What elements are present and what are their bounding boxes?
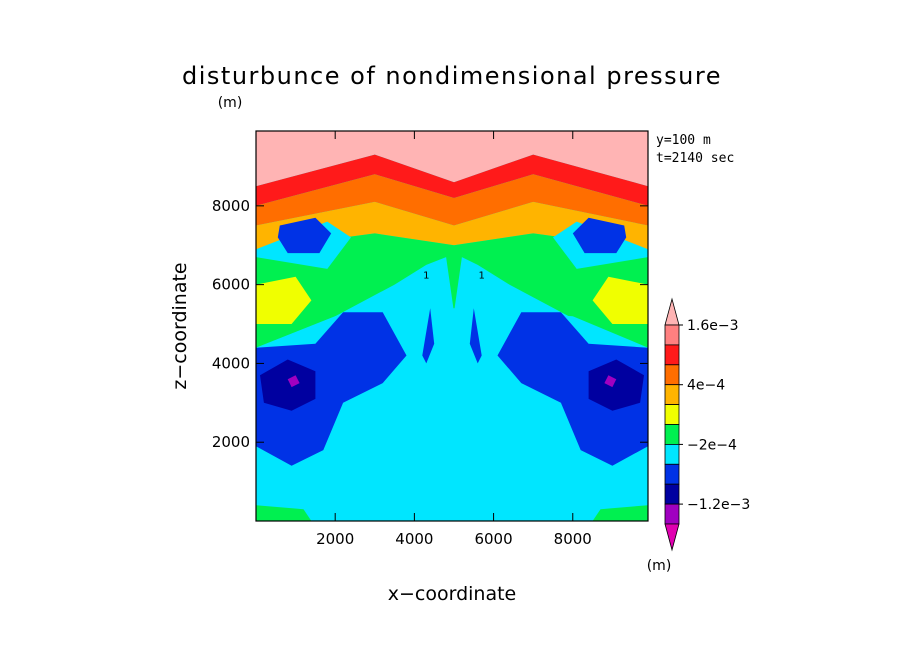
x-tick-label-2000: 2000 [316,530,354,548]
contour-label-0: 1 [423,271,429,282]
contour-region-yellow-left-bulge [256,276,312,324]
contour-region-top-pink [256,131,648,187]
contour-fill-group [256,131,648,521]
contour-region-blue-sliver-right [469,308,482,364]
annotation-y-position: y=100 m [656,133,711,148]
contour-region-blue-sliver-left [422,308,435,364]
plot-frame [255,130,649,522]
contour-region-green-floor-right [592,505,648,521]
colorbar-box-4 [664,443,680,465]
x-axis-ticks: 2000 4000 6000 8000 [316,131,592,548]
contour-label-1: 1 [479,271,485,282]
contour-region-yellow-band [256,201,648,250]
y-unit-label: (m) [218,95,243,111]
contour-region-orange-band [256,174,648,226]
colorbar-label-0: 1.6e−3 [687,318,739,334]
contour-region-red-band [256,154,648,206]
annotation-time: t=2140 sec [656,151,734,166]
colorbar [664,297,680,552]
contour-region-navy-core-left [260,359,316,411]
colorbar-label-1: 4e−4 [687,378,725,394]
x-tick-label-6000: 6000 [474,530,512,548]
contour-region-navy-core-right [588,359,644,411]
x-axis-label: x−coordinate [388,583,517,605]
y-axis-label: z−coordinate [169,262,191,389]
y-tick-label-4000: 4000 [212,354,250,372]
colorbar-label-3: −1.2e−3 [687,497,750,513]
colorbar-labels: 1.6e−3 4e−4 −2e−4 −1.2e−3 [679,318,750,513]
colorbar-box-10 [664,324,680,346]
colorbar-box-6 [664,404,680,425]
contour-region-green-band [256,233,648,348]
contour-region-yellow-right-bulge [592,276,648,324]
contour-region-blue-eddy-right [572,217,627,254]
colorbar-box-8 [664,364,680,386]
colorbar-unit-label: (m) [647,558,672,574]
colorbar-box-5 [664,424,680,445]
chart-title: disturbunce of nondimensional pressure [182,62,722,90]
colorbar-box-2 [664,483,680,505]
contour-region-blue-lobe-right [497,312,648,466]
colorbar-bottom-arrow [664,523,680,552]
contour-region-blue-eddy-left [277,217,332,254]
y-tick-label-2000: 2000 [212,433,250,451]
colorbar-box-1 [664,503,680,525]
contour-region-green-floor-left [256,505,312,521]
colorbar-top-arrow [664,297,680,326]
contour-region-purple-dot-left [287,375,300,388]
colorbar-box-7 [664,384,680,406]
x-tick-label-4000: 4000 [395,530,433,548]
y-tick-label-8000: 8000 [212,197,250,215]
contour-region-blue-lobe-left [256,312,407,466]
y-tick-label-6000: 6000 [212,276,250,294]
colorbar-box-3 [664,463,680,485]
x-tick-label-8000: 8000 [554,530,592,548]
y-axis-ticks: 2000 4000 6000 8000 [212,197,648,451]
contour-region-purple-dot-right [604,375,617,388]
colorbar-box-9 [664,344,680,366]
colorbar-label-2: −2e−4 [687,437,737,453]
